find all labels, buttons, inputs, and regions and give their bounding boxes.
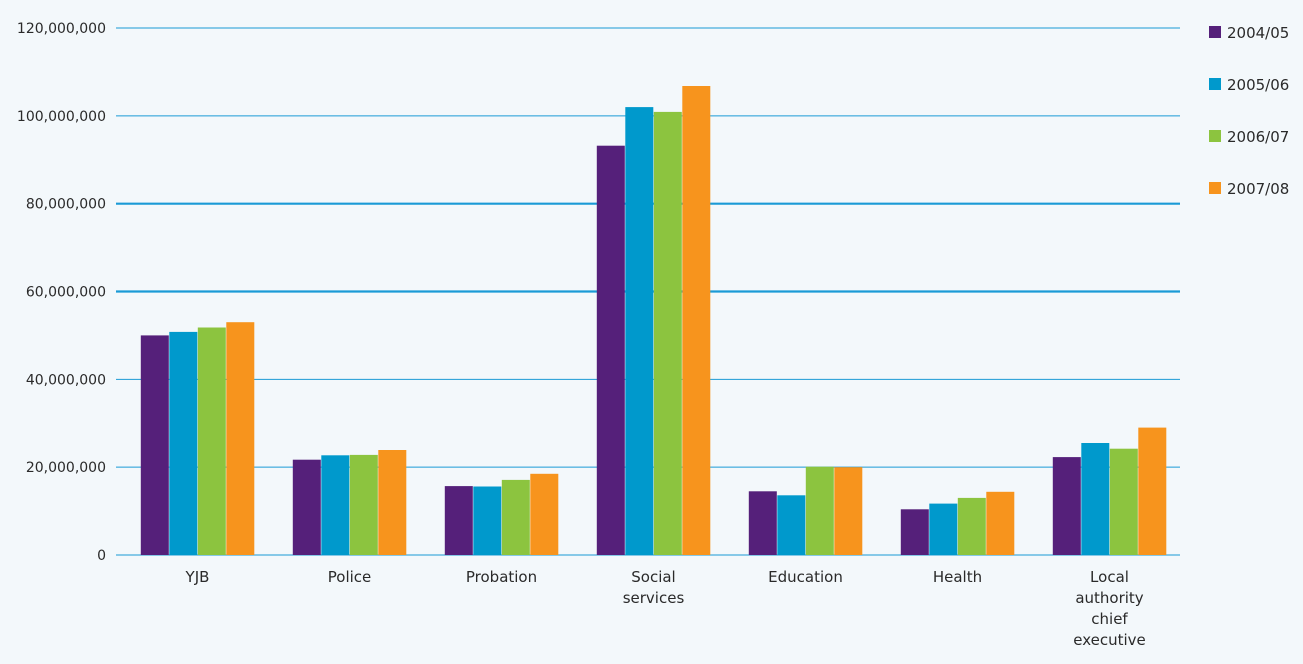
bar-2007-08: [530, 473, 559, 555]
bar-2007-08: [682, 86, 711, 555]
bar-2005-06: [1081, 443, 1110, 555]
y-tick-label: 100,000,000: [17, 109, 106, 125]
bars: [140, 86, 1167, 556]
legend-label: 2004/05: [1227, 24, 1289, 42]
bar-2006-07: [501, 479, 530, 555]
bar-2006-07: [805, 466, 834, 555]
bar-2004-05: [596, 145, 625, 555]
x-category-label: Police: [328, 568, 372, 586]
x-category-label: YJB: [185, 568, 210, 586]
bar-2004-05: [140, 335, 169, 555]
legend-swatch: [1209, 182, 1221, 194]
bar-2006-07: [653, 111, 682, 556]
legend-swatch: [1209, 78, 1221, 90]
legend-item: 2007/08: [1209, 180, 1289, 198]
legend-label: 2005/06: [1227, 76, 1289, 94]
bar-2004-05: [444, 486, 473, 555]
x-category-label: Probation: [466, 568, 537, 586]
bar-2007-08: [378, 450, 407, 555]
y-tick-label: 60,000,000: [26, 285, 106, 301]
bar-2005-06: [169, 331, 198, 555]
bar-2006-07: [197, 327, 226, 555]
y-tick-label: 0: [97, 548, 106, 564]
bar-2006-07: [349, 454, 378, 555]
bar-2005-06: [625, 107, 654, 555]
bar-2007-08: [1138, 427, 1167, 555]
y-tick-label: 80,000,000: [26, 197, 106, 213]
legend-label: 2007/08: [1227, 180, 1289, 198]
x-category-label: Health: [933, 568, 982, 586]
legend: 2004/05 2005/06 2006/07 2007/08: [1209, 24, 1289, 198]
legend-swatch: [1209, 26, 1221, 38]
x-axis-labels: YJB Police Probation Social services Educatio…: [185, 568, 1146, 649]
bar-2007-08: [834, 467, 863, 555]
bar-2004-05: [1052, 457, 1081, 555]
legend-label: 2006/07: [1227, 128, 1289, 146]
legend-swatch: [1209, 130, 1221, 142]
bar-2004-05: [748, 491, 777, 555]
y-tick-label: 120,000,000: [17, 21, 106, 37]
bar-2005-06: [321, 455, 350, 555]
bar-2005-06: [473, 486, 502, 555]
y-tick-label: 20,000,000: [26, 460, 106, 476]
x-category-label: Social services: [623, 568, 685, 607]
bar-2007-08: [226, 322, 255, 555]
legend-item: 2006/07: [1209, 128, 1289, 146]
bar-2007-08: [986, 491, 1015, 555]
legend-item: 2004/05: [1209, 24, 1289, 42]
bar-2004-05: [900, 509, 929, 555]
y-axis-ticks: 0 20,000,000 40,000,000 60,000,000 80,000,00…: [17, 21, 106, 564]
bar-2006-07: [1109, 448, 1138, 555]
bar-2004-05: [292, 459, 321, 555]
bar-2005-06: [929, 503, 958, 555]
x-category-label: Local authority chief executive: [1073, 568, 1146, 649]
y-tick-label: 40,000,000: [26, 372, 106, 388]
x-category-label: Education: [768, 568, 843, 586]
legend-item: 2005/06: [1209, 76, 1289, 94]
bar-2006-07: [957, 497, 986, 555]
bar-2005-06: [777, 495, 806, 555]
